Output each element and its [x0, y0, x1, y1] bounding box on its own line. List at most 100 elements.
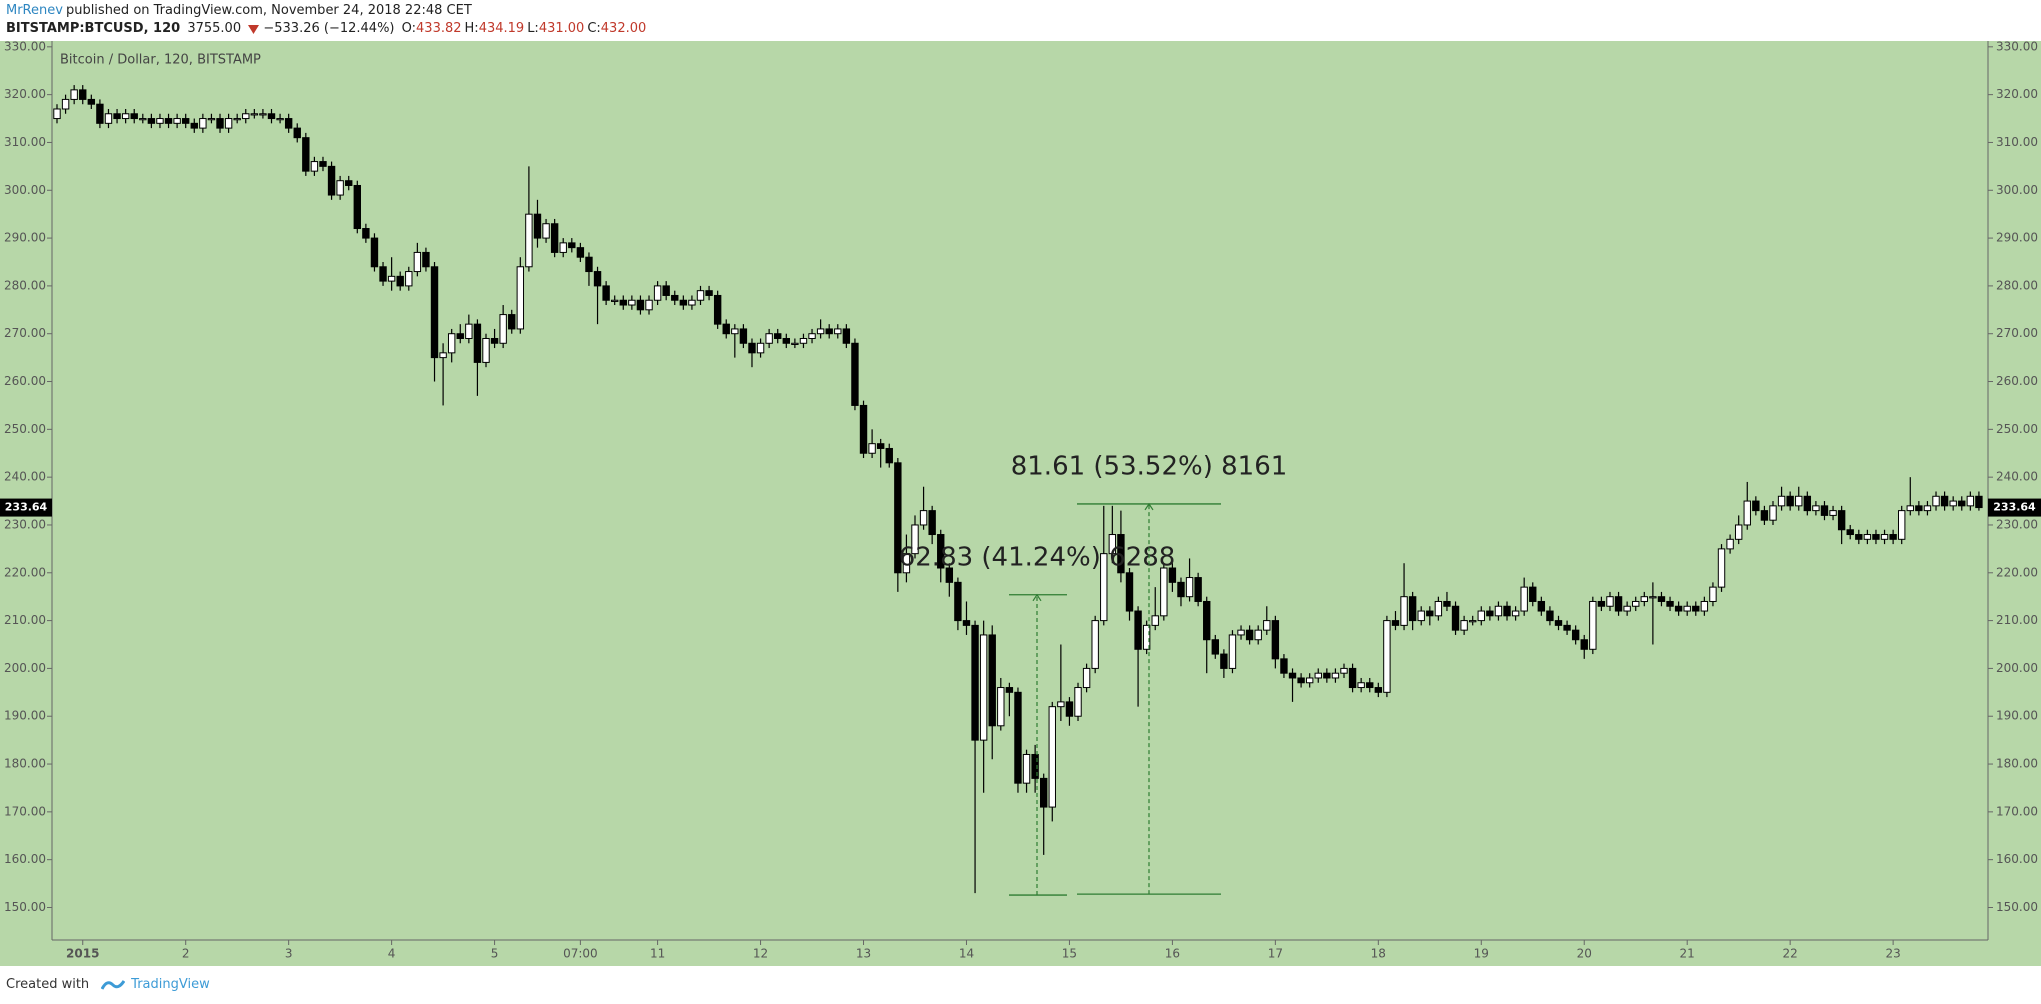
ohlc-key: H:: [464, 21, 479, 36]
logo: [101, 979, 126, 990]
candle-body: [447, 333, 456, 354]
y-tick-label: 330.00: [1996, 39, 2038, 53]
candle-body: [1803, 495, 1812, 512]
change: −533.26 (−12.44%): [263, 21, 395, 36]
candle-body: [1786, 495, 1794, 507]
candle-body: [593, 271, 602, 287]
candle-body: [1323, 672, 1331, 679]
candle-body: [310, 161, 319, 172]
y-tick-label: 280.00: [1996, 278, 2038, 292]
measure-arrowhead: [1144, 502, 1154, 511]
y-tick-label: 300.00: [4, 183, 46, 197]
candle-body: [722, 323, 730, 335]
x-tick-label: 4: [388, 947, 396, 961]
candle-body: [688, 299, 696, 306]
candle-body: [1203, 600, 1211, 641]
candle-body: [87, 98, 96, 105]
candle-body: [336, 180, 344, 196]
candle-body: [979, 634, 988, 741]
candle-body: [868, 443, 876, 454]
candle-body: [1348, 667, 1357, 689]
candle-body: [1031, 753, 1039, 779]
candle-body: [774, 333, 782, 339]
candle-body: [1211, 639, 1219, 655]
candle-body: [1829, 510, 1837, 516]
x-tick-label: 2: [182, 947, 190, 961]
candle-body: [1674, 605, 1683, 612]
candle-body: [233, 118, 241, 121]
candle-body: [1932, 495, 1940, 507]
candle-body: [1434, 600, 1443, 617]
candle-body: [1460, 620, 1468, 631]
candle-body: [919, 510, 928, 526]
y-tick-label: 270.00: [1996, 326, 2038, 340]
y-tick-label: 210.00: [4, 613, 46, 627]
candle-body: [207, 118, 216, 121]
ohlc-key: O:: [401, 21, 417, 36]
candle-body: [190, 122, 198, 129]
candle-body: [465, 323, 473, 339]
brand[interactable]: TradingView: [131, 977, 210, 992]
candle-body: [1074, 687, 1082, 717]
candle-body: [1503, 605, 1511, 617]
candle-body: [1743, 500, 1751, 526]
candle-body: [1494, 605, 1503, 617]
candle-body: [1237, 629, 1245, 636]
candle-body: [1898, 510, 1906, 540]
y-tick-label: 250.00: [4, 422, 46, 436]
candle-body: [1726, 538, 1734, 550]
published: published on TradingView.com, November 2…: [65, 3, 472, 18]
candle-body: [945, 567, 954, 583]
header-line: MrRenev published on TradingView.com, Nov…: [6, 3, 475, 18]
author[interactable]: MrRenev: [6, 3, 63, 18]
y-tick-label: 280.00: [4, 278, 46, 292]
x-tick-label: 17: [1268, 947, 1283, 961]
candle-body: [1357, 682, 1365, 689]
candle-body: [902, 553, 911, 574]
candle-body: [1142, 624, 1151, 650]
y-tick-label: 310.00: [4, 135, 46, 149]
ohlc-key: L:: [527, 21, 539, 36]
candle-body: [1280, 658, 1288, 674]
candle-body: [1683, 605, 1691, 612]
candle-body: [1228, 634, 1237, 669]
chart-background: [0, 41, 2041, 966]
header-line: BITSTAMP:BTCUSD, 120 3755.00 −533.26 (−1…: [6, 21, 652, 36]
candle-body: [345, 180, 353, 186]
candle-body: [1160, 567, 1168, 617]
y-tick-label: 320.00: [1996, 87, 2038, 101]
candle-body: [293, 127, 301, 139]
candle-body: [319, 161, 327, 167]
candle-body: [405, 271, 413, 287]
candle-body: [1709, 586, 1717, 602]
candle-body: [1769, 505, 1777, 521]
footer: Created with TradingView: [6, 977, 210, 992]
candle-body: [1880, 534, 1889, 540]
candle-body: [628, 299, 636, 306]
ohlc-value: 431.00: [538, 21, 585, 36]
y-tick-label: 240.00: [4, 470, 46, 484]
candle-body: [370, 237, 379, 268]
y-tick-label: 320.00: [4, 87, 46, 101]
candle-body: [559, 242, 567, 253]
candle-body: [1091, 620, 1099, 669]
x-tick-label: 14: [959, 947, 974, 961]
candle-body: [327, 165, 336, 196]
candle-body: [1589, 600, 1597, 650]
y-tick-label: 290.00: [4, 231, 46, 245]
candle-body: [825, 328, 833, 335]
candle-body: [1752, 500, 1760, 512]
measure-arrowhead: [1032, 593, 1042, 602]
candle-body: [799, 337, 808, 344]
price-label: 233.64: [5, 501, 48, 514]
candle-body: [1108, 534, 1117, 555]
candle-body: [808, 333, 816, 339]
candle-body: [1820, 505, 1829, 516]
candle-body: [713, 294, 722, 325]
y-tick-label: 160.00: [1996, 852, 2038, 866]
candle-body: [653, 285, 662, 301]
x-tick-label: 2015: [66, 947, 99, 961]
candle-body: [1949, 500, 1957, 507]
candle-body: [396, 275, 404, 287]
candle-body: [430, 266, 439, 359]
